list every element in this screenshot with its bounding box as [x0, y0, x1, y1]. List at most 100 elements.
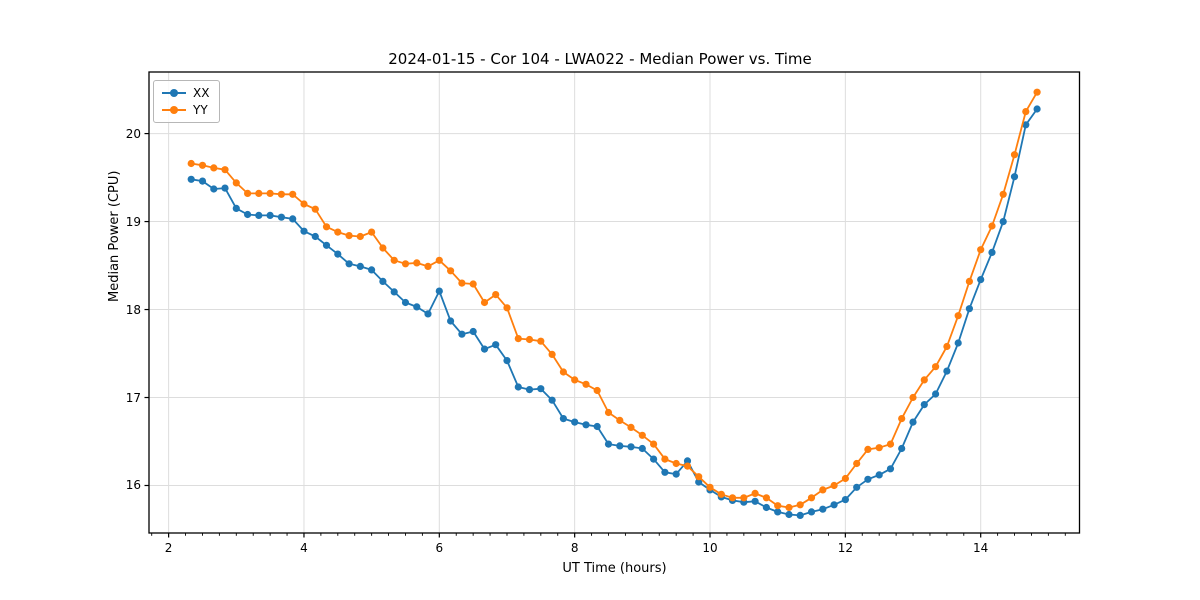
data-point-xx: [627, 443, 635, 451]
data-point-xx: [187, 175, 195, 183]
data-point-xx: [672, 470, 680, 478]
data-point-xx: [244, 210, 252, 219]
data-point-xx: [582, 421, 590, 429]
data-point-yy: [954, 312, 962, 320]
data-point-yy: [762, 494, 771, 502]
data-point-xx: [650, 455, 658, 463]
data-point-xx: [807, 508, 816, 516]
data-point-xx: [379, 277, 387, 285]
data-point-yy: [864, 445, 872, 453]
data-point-yy: [435, 256, 443, 264]
data-point-yy: [232, 179, 240, 187]
data-point-yy: [1010, 151, 1019, 159]
data-point-yy: [695, 473, 703, 481]
data-point-yy: [830, 481, 838, 490]
data-point-xx: [638, 444, 646, 453]
data-point-yy: [965, 277, 974, 285]
data-point-yy: [999, 190, 1007, 198]
data-point-xx: [322, 241, 331, 249]
data-point-yy: [627, 423, 635, 431]
data-point-yy: [210, 164, 218, 172]
data-point-xx: [875, 471, 883, 479]
data-point-xx: [695, 478, 703, 486]
x-tick-label: 4: [300, 541, 308, 555]
data-point-xx: [492, 341, 500, 349]
plot-border: [148, 71, 1081, 534]
data-point-yy: [413, 259, 421, 267]
data-point-yy: [616, 416, 624, 424]
data-point-xx: [559, 415, 568, 423]
data-point-yy: [706, 483, 714, 491]
data-point-yy: [819, 486, 827, 494]
data-point-xx: [604, 440, 613, 448]
data-point-yy: [807, 494, 816, 502]
data-point-xx: [1033, 105, 1041, 113]
data-point-xx: [266, 211, 274, 219]
data-point-xx: [537, 385, 545, 393]
data-point-xx: [616, 442, 624, 450]
data-point-yy: [604, 408, 613, 417]
data-point-xx: [198, 177, 207, 185]
data-point-yy: [300, 200, 308, 208]
data-point-yy: [751, 489, 759, 497]
legend-line-yy-icon: [162, 106, 186, 114]
data-point-yy: [198, 161, 207, 169]
data-point-xx: [277, 213, 285, 221]
data-point-xx: [864, 475, 872, 483]
y-tick-label: 19: [125, 214, 141, 229]
data-point-xx: [830, 501, 838, 509]
data-point-xx: [514, 383, 522, 391]
legend-line-xx-icon: [162, 89, 186, 97]
data-point-yy: [774, 502, 782, 510]
data-point-xx: [943, 367, 951, 375]
data-point-yy: [920, 376, 928, 384]
data-point-yy: [368, 228, 376, 236]
data-point-yy: [728, 494, 737, 502]
data-point-yy: [480, 298, 489, 307]
data-point-xx: [999, 218, 1007, 226]
data-point-yy: [638, 431, 646, 439]
data-point-yy: [1033, 88, 1041, 96]
data-point-xx: [796, 511, 804, 519]
data-point-yy: [447, 267, 455, 275]
data-point-xx: [232, 204, 240, 212]
data-point-xx: [401, 298, 410, 307]
data-point-yy: [356, 232, 364, 241]
series-line-yy: [191, 91, 1038, 509]
data-point-xx: [965, 305, 974, 313]
data-point-yy: [401, 260, 410, 268]
data-point-yy: [525, 335, 534, 344]
data-point-yy: [492, 291, 500, 299]
data-point-yy: [322, 223, 331, 231]
data-point-yy: [672, 459, 680, 468]
x-tick-label: 12: [837, 541, 853, 555]
data-point-yy: [683, 462, 692, 470]
data-point-yy: [571, 376, 579, 384]
data-point-xx: [785, 510, 793, 519]
data-point-xx: [988, 248, 996, 256]
data-point-xx: [886, 465, 895, 473]
data-point-yy: [548, 350, 556, 358]
data-point-xx: [255, 211, 263, 219]
data-point-yy: [886, 440, 895, 448]
data-point-yy: [458, 279, 466, 287]
x-tick-label: 6: [435, 541, 444, 555]
legend: XX YY: [153, 80, 221, 123]
data-point-yy: [898, 415, 906, 423]
data-point-xx: [345, 260, 353, 268]
data-point-yy: [277, 190, 285, 198]
data-point-yy: [221, 166, 229, 174]
data-point-yy: [796, 501, 804, 509]
data-point-xx: [525, 386, 534, 394]
data-point-yy: [187, 159, 195, 168]
data-point-yy: [909, 393, 917, 402]
data-point-yy: [379, 244, 387, 252]
legend-item-xx: XX: [162, 86, 209, 100]
data-point-xx: [898, 444, 906, 453]
y-tick-label: 17: [125, 390, 141, 405]
data-point-xx: [289, 215, 297, 223]
data-point-xx: [977, 276, 985, 284]
data-point-yy: [334, 228, 342, 236]
data-point-xx: [853, 483, 861, 491]
data-point-xx: [503, 357, 511, 365]
